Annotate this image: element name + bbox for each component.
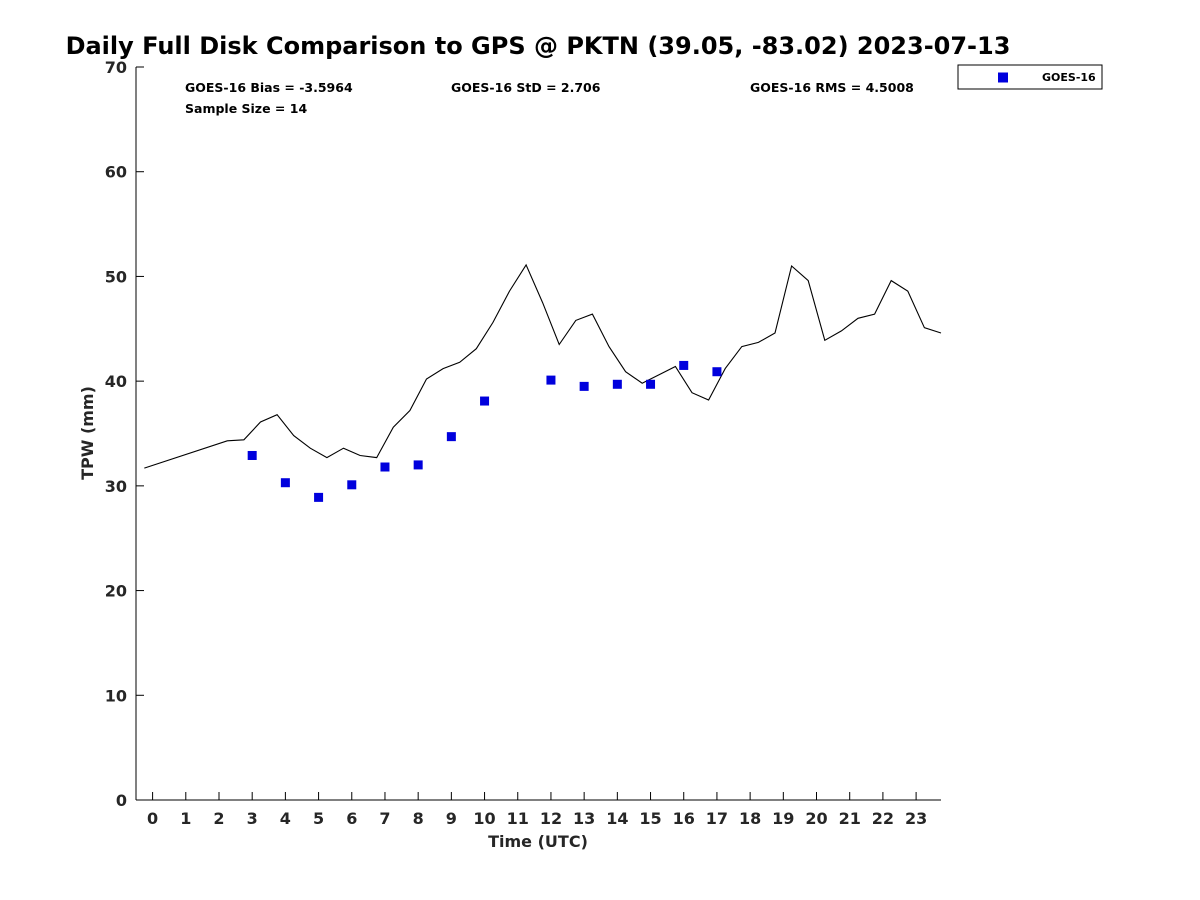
x-tick-label: 13 xyxy=(573,809,595,828)
goes16-point xyxy=(712,367,722,377)
plot-area: 0 1 2 3 4 5 6 7 8 9 10 11 12 13 14 15 16 17 18 19 20 21 22 2301… xyxy=(105,58,942,828)
rms-stat: GOES-16 RMS = 4.5008 xyxy=(750,80,914,95)
x-tick-label: 5 xyxy=(313,809,324,828)
x-tick-label: 9 xyxy=(446,809,457,828)
legend-box xyxy=(957,64,1103,90)
goes16-point xyxy=(247,450,257,460)
x-tick-label: 19 xyxy=(772,809,794,828)
x-tick-label: 16 xyxy=(673,809,695,828)
goes16-point xyxy=(314,492,324,502)
x-tick-label: 17 xyxy=(706,809,728,828)
goes16-point xyxy=(646,379,656,389)
goes16-point xyxy=(380,462,390,472)
y-tick-label: 40 xyxy=(105,372,127,391)
x-tick-label: 7 xyxy=(379,809,390,828)
x-tick-label: 22 xyxy=(872,809,894,828)
y-tick-label: 30 xyxy=(105,477,127,496)
goes16-point xyxy=(480,396,490,406)
goes16-point xyxy=(679,360,689,370)
y-tick-label: 10 xyxy=(105,686,127,705)
goes16-point xyxy=(612,379,622,389)
y-tick-label: 70 xyxy=(105,58,127,77)
x-tick-label: 2 xyxy=(213,809,224,828)
std-stat: GOES-16 StD = 2.706 xyxy=(451,80,601,95)
x-tick-label: 1 xyxy=(180,809,191,828)
y-axis-label: TPW (mm) xyxy=(78,386,97,480)
x-tick-label: 12 xyxy=(540,809,562,828)
goes16-point xyxy=(546,375,556,385)
goes16-point xyxy=(413,460,423,470)
x-tick-label: 11 xyxy=(507,809,529,828)
sample-size-stat: Sample Size = 14 xyxy=(185,101,307,116)
x-tick-label: 20 xyxy=(805,809,827,828)
goes16-point xyxy=(347,480,357,490)
y-tick-label: 0 xyxy=(116,791,127,810)
x-tick-label: 21 xyxy=(839,809,861,828)
x-tick-label: 14 xyxy=(606,809,628,828)
y-tick-label: 60 xyxy=(105,163,127,182)
legend: GOES-16 xyxy=(957,64,1103,90)
goes16-point xyxy=(579,381,589,391)
legend-label: GOES-16 xyxy=(1042,71,1096,84)
y-tick-label: 50 xyxy=(105,267,127,286)
gps-series-line xyxy=(144,263,942,469)
x-axis-label: Time (UTC) xyxy=(488,832,588,851)
x-tick-label: 8 xyxy=(413,809,424,828)
goes16-point xyxy=(280,478,290,488)
x-tick-label: 3 xyxy=(247,809,258,828)
x-tick-label: 6 xyxy=(346,809,357,828)
goes16-point xyxy=(446,432,456,442)
x-tick-label: 18 xyxy=(739,809,761,828)
x-tick-label: 4 xyxy=(280,809,291,828)
x-tick-label: 15 xyxy=(639,809,661,828)
bias-stat: GOES-16 Bias = -3.5964 xyxy=(185,80,353,95)
x-tick-label: 23 xyxy=(905,809,927,828)
y-tick-label: 20 xyxy=(105,582,127,601)
legend-marker xyxy=(998,72,1008,83)
x-tick-label: 0 xyxy=(147,809,158,828)
x-tick-label: 10 xyxy=(473,809,495,828)
chart-title: Daily Full Disk Comparison to GPS @ PKTN… xyxy=(66,32,1011,60)
